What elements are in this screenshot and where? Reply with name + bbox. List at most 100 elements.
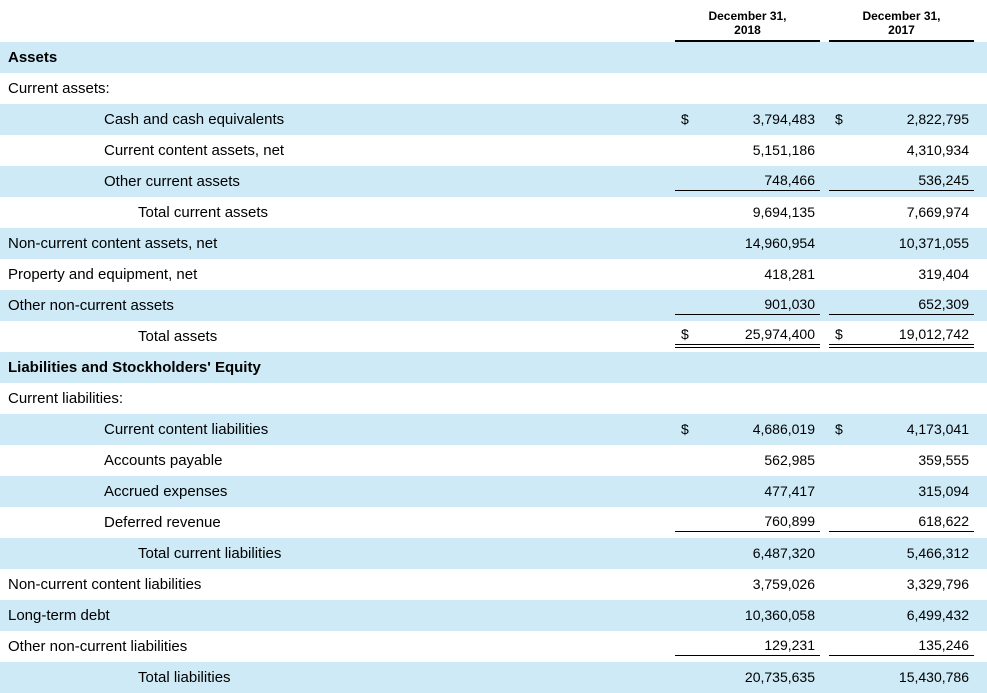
table-row: Current content liabilities $4,686,019 $4,… xyxy=(0,414,987,445)
value-2018: 562,985 xyxy=(675,445,820,476)
table-row: Current liabilities: xyxy=(0,383,987,414)
row-label: Other non-current liabilities xyxy=(8,638,188,655)
amount: 2,822,795 xyxy=(906,110,969,127)
row-label: Non-current content assets, net xyxy=(8,235,218,252)
table-row: Current assets: xyxy=(0,73,987,104)
dollar-sign: $ xyxy=(835,110,843,127)
value-2017: $4,173,041 xyxy=(829,414,974,445)
table-row: Accounts payable 562,985 359,555 xyxy=(0,445,987,476)
value-2017: 15,430,786 xyxy=(829,662,974,693)
value-2018: $25,974,400 xyxy=(675,321,820,352)
value-2018: 901,030 xyxy=(675,290,820,321)
amount: 3,329,796 xyxy=(906,575,969,592)
table-row: Cash and cash equivalents $3,794,483 $2,82… xyxy=(0,104,987,135)
table-row: Non-current content liabilities 3,759,026… xyxy=(0,569,987,600)
amount: 477,417 xyxy=(764,482,815,499)
value-2018: 748,466 xyxy=(675,166,820,197)
amount: 618,622 xyxy=(918,513,969,529)
amount: 3,794,483 xyxy=(752,110,815,127)
value-2017: 319,404 xyxy=(829,259,974,290)
column-header-2018: December 31, 2018 xyxy=(675,9,820,42)
value-2017: 536,245 xyxy=(829,166,974,197)
value-2018: 129,231 xyxy=(675,631,820,662)
column-header-2018-line1: December 31, xyxy=(708,9,787,23)
row-label: Accrued expenses xyxy=(104,483,228,500)
table-row: Total liabilities 20,735,635 15,430,786 xyxy=(0,662,987,693)
column-header-2017: December 31, 2017 xyxy=(829,9,974,42)
table-row: Property and equipment, net 418,281 319,40… xyxy=(0,259,987,290)
amount: 4,686,019 xyxy=(752,420,815,437)
table-row: Other non-current liabilities 129,231 135,… xyxy=(0,631,987,662)
table-row: Other non-current assets 901,030 652,309 xyxy=(0,290,987,321)
dollar-sign: $ xyxy=(681,325,689,342)
row-label: Accounts payable xyxy=(104,452,223,469)
amount: 3,759,026 xyxy=(752,575,815,592)
row-label: Cash and cash equivalents xyxy=(104,111,285,128)
value-2017 xyxy=(829,352,974,383)
dollar-sign: $ xyxy=(681,110,689,127)
row-label: Current content assets, net xyxy=(104,142,285,159)
table-row: Long-term debt 10,360,058 6,499,432 xyxy=(0,600,987,631)
row-label: Other non-current assets xyxy=(8,297,174,314)
value-2017: 315,094 xyxy=(829,476,974,507)
value-2018 xyxy=(675,73,820,104)
column-header-2017-line1: December 31, xyxy=(862,9,941,23)
table-header-row: December 31, 2018 December 31, 2017 xyxy=(0,0,987,42)
amount: 5,151,186 xyxy=(752,141,815,158)
table-row: Current content assets, net 5,151,186 4,31… xyxy=(0,135,987,166)
value-2017: 3,329,796 xyxy=(829,569,974,600)
amount: 10,371,055 xyxy=(898,234,969,251)
table-row: Total current assets 9,694,135 7,669,974 xyxy=(0,197,987,228)
amount: 748,466 xyxy=(764,172,815,188)
value-2017: 652,309 xyxy=(829,290,974,321)
column-header-2018-line2: 2018 xyxy=(734,23,761,37)
balance-sheet-rows: Assets Current assets: Cash and cash equiv… xyxy=(0,42,987,693)
table-row: Total current liabilities 6,487,320 5,466,… xyxy=(0,538,987,569)
value-2018: 3,759,026 xyxy=(675,569,820,600)
amount: 25,974,400 xyxy=(744,325,815,342)
table-row: Liabilities and Stockholders' Equity xyxy=(0,352,987,383)
value-2017 xyxy=(829,73,974,104)
row-label: Non-current content liabilities xyxy=(8,576,202,593)
amount: 319,404 xyxy=(918,265,969,282)
amount: 14,960,954 xyxy=(744,234,815,251)
dollar-sign: $ xyxy=(835,420,843,437)
table-row: Assets xyxy=(0,42,987,73)
value-2018: 418,281 xyxy=(675,259,820,290)
row-label: Current content liabilities xyxy=(104,421,269,438)
value-2017: 135,246 xyxy=(829,631,974,662)
row-label: Liabilities and Stockholders' Equity xyxy=(8,359,261,376)
amount: 536,245 xyxy=(918,172,969,188)
row-label: Total current liabilities xyxy=(138,545,282,562)
amount: 9,694,135 xyxy=(752,203,815,220)
table-row: Non-current content assets, net 14,960,95… xyxy=(0,228,987,259)
row-label: Current assets: xyxy=(8,80,110,97)
value-2017: $2,822,795 xyxy=(829,104,974,135)
row-label: Assets xyxy=(8,49,58,66)
value-2017: $19,012,742 xyxy=(829,321,974,352)
amount: 315,094 xyxy=(918,482,969,499)
value-2017: 7,669,974 xyxy=(829,197,974,228)
value-2018: 6,487,320 xyxy=(675,538,820,569)
amount: 6,499,432 xyxy=(906,606,969,623)
value-2018 xyxy=(675,383,820,414)
row-label: Total current assets xyxy=(138,204,269,221)
value-2018: 5,151,186 xyxy=(675,135,820,166)
table-row: Accrued expenses 477,417 315,094 xyxy=(0,476,987,507)
table-row: Total assets $25,974,400 $19,012,742 xyxy=(0,321,987,352)
value-2017: 4,310,934 xyxy=(829,135,974,166)
row-label: Property and equipment, net xyxy=(8,266,198,283)
amount: 4,173,041 xyxy=(906,420,969,437)
amount: 359,555 xyxy=(918,451,969,468)
column-header-2017-line2: 2017 xyxy=(888,23,915,37)
amount: 129,231 xyxy=(764,637,815,653)
value-2018 xyxy=(675,352,820,383)
amount: 418,281 xyxy=(764,265,815,282)
amount: 19,012,742 xyxy=(898,325,969,342)
row-label: Long-term debt xyxy=(8,607,110,624)
value-2017: 6,499,432 xyxy=(829,600,974,631)
row-label: Total liabilities xyxy=(138,669,231,686)
amount: 135,246 xyxy=(918,637,969,653)
table-row: Deferred revenue 760,899 618,622 xyxy=(0,507,987,538)
